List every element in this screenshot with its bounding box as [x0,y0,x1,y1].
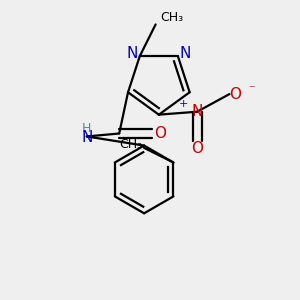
Text: N: N [179,46,191,61]
Text: +: + [179,99,188,110]
Text: CH₃: CH₃ [119,138,142,151]
Text: N: N [81,130,92,146]
Text: H: H [82,122,92,135]
Text: O: O [191,141,203,156]
Text: N: N [127,46,138,61]
Text: CH₃: CH₃ [160,11,183,24]
Text: ⁻: ⁻ [248,83,255,96]
Text: O: O [154,126,166,141]
Text: N: N [191,104,203,119]
Text: O: O [230,87,242,102]
